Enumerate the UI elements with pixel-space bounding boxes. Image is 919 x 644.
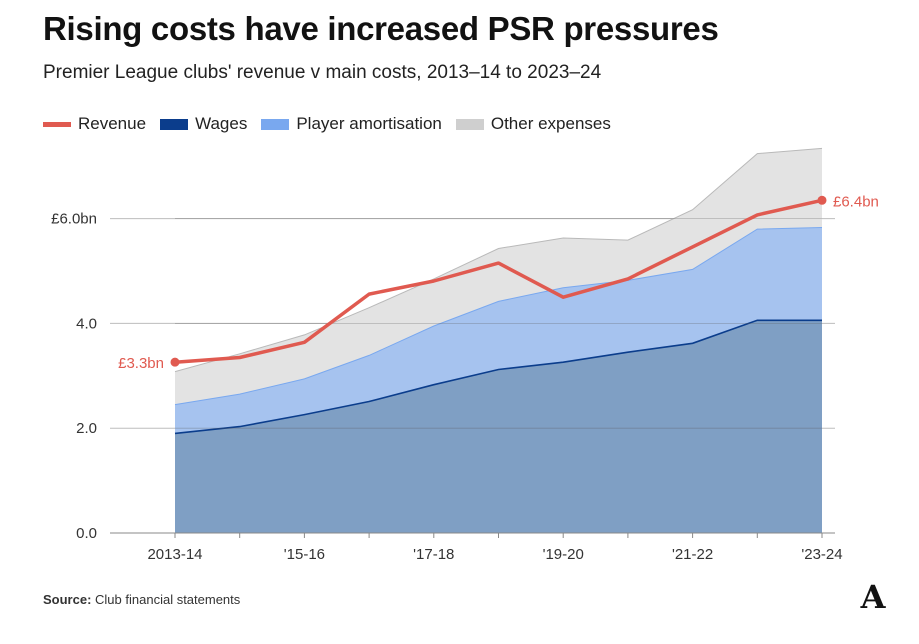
y-tick-label: 2.0 bbox=[76, 420, 97, 437]
legend-label-revenue: Revenue bbox=[78, 114, 147, 133]
chart-legend: Revenue Wages Player amortisation Other … bbox=[43, 114, 625, 134]
area-edge-other-expenses bbox=[174, 147, 823, 373]
area-edge-wages bbox=[174, 319, 822, 435]
x-tick-label: '17-18 bbox=[413, 546, 454, 563]
legend-item-wages: Wages bbox=[160, 114, 247, 134]
legend-swatch-revenue bbox=[43, 121, 71, 127]
legend-item-player-amortisation: Player amortisation bbox=[261, 114, 442, 134]
y-tick-label: £6.0bn bbox=[51, 211, 97, 228]
x-tick-label: '19-20 bbox=[543, 546, 584, 563]
chart-subtitle: Premier League clubs' revenue v main cos… bbox=[43, 62, 602, 83]
source-text: Club financial statements bbox=[95, 592, 241, 607]
legend-label-other-expenses: Other expenses bbox=[490, 114, 611, 133]
x-tick-label: '23-24 bbox=[801, 546, 842, 563]
source-label: Source: bbox=[43, 592, 92, 607]
y-tick-label: 4.0 bbox=[76, 315, 97, 332]
legend-swatch-wages bbox=[160, 118, 189, 130]
legend-swatch-other-expenses bbox=[455, 118, 484, 130]
annotation-revenue-value: £3.3bn bbox=[118, 355, 164, 372]
y-tick-label: 0.0 bbox=[76, 525, 97, 542]
chart-title: Rising costs have increased PSR pressure… bbox=[43, 10, 719, 47]
revenue-endpoint-marker bbox=[170, 357, 180, 367]
legend-item-revenue: Revenue bbox=[43, 114, 146, 134]
x-tick-label: 2013-14 bbox=[147, 546, 202, 563]
legend-label-player-amortisation: Player amortisation bbox=[296, 114, 442, 133]
x-tick-label: '15-16 bbox=[284, 546, 325, 563]
area-wages bbox=[175, 320, 822, 533]
logo-text: A bbox=[860, 578, 887, 614]
x-tick-label: '21-22 bbox=[672, 546, 713, 563]
legend-swatch-player-amortisation bbox=[261, 118, 290, 130]
source-note: Source: Club financial statements bbox=[43, 592, 240, 607]
legend-item-other-expenses: Other expenses bbox=[455, 114, 611, 134]
area-edge-player-amortisation bbox=[174, 227, 823, 406]
annotation-revenue-value: £6.4bn bbox=[833, 193, 879, 210]
legend-label-wages: Wages bbox=[195, 114, 248, 133]
revenue-endpoint-marker bbox=[817, 195, 827, 205]
series-line-revenue bbox=[173, 198, 824, 364]
athletic-logo-icon: A bbox=[860, 578, 887, 614]
